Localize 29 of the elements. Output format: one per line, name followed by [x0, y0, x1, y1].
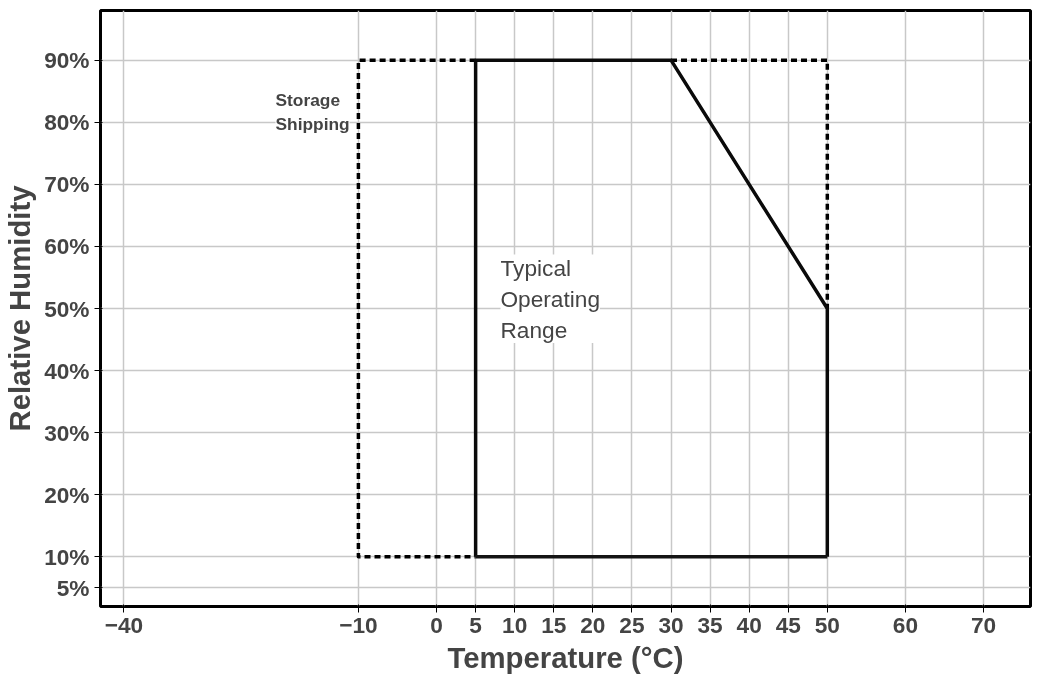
- y-axis-title: Relative Humidity: [3, 184, 37, 432]
- y-tick-label: 5%: [56, 574, 90, 601]
- x-tick-label: 15: [541, 611, 567, 638]
- x-tick-label: 20: [580, 611, 606, 638]
- annotation: Typical Operating Range: [500, 254, 600, 343]
- x-tick-label: 35: [697, 611, 723, 638]
- y-tick-label: 40%: [44, 357, 90, 384]
- y-tick-label: 80%: [44, 109, 90, 136]
- x-tick-label: −10: [339, 611, 378, 638]
- y-tick-label: 70%: [44, 171, 90, 198]
- x-tick-label: 60: [892, 611, 919, 638]
- x-tick-label: 5: [469, 611, 482, 638]
- x-tick-label: 50: [814, 611, 840, 638]
- x-tick-label: 10: [502, 611, 528, 638]
- y-tick-label: 60%: [44, 233, 90, 260]
- x-tick-label: 70: [971, 611, 997, 638]
- x-tick-label: 30: [658, 611, 684, 638]
- x-tick-label: 45: [775, 611, 801, 638]
- x-tick-label: 25: [619, 611, 645, 638]
- y-tick-label: 20%: [44, 481, 90, 508]
- x-tick-label: 40: [736, 611, 762, 638]
- y-tick-label: 10%: [44, 543, 90, 570]
- y-tick-label: 30%: [44, 419, 90, 446]
- y-tick-label: 50%: [44, 295, 90, 322]
- x-axis-title: Temperature (°C): [447, 640, 684, 674]
- y-tick-label: 90%: [44, 47, 90, 74]
- x-tick-label: −40: [104, 611, 144, 638]
- annotation: Storage Shipping: [275, 89, 350, 134]
- x-tick-label: 0: [430, 611, 443, 638]
